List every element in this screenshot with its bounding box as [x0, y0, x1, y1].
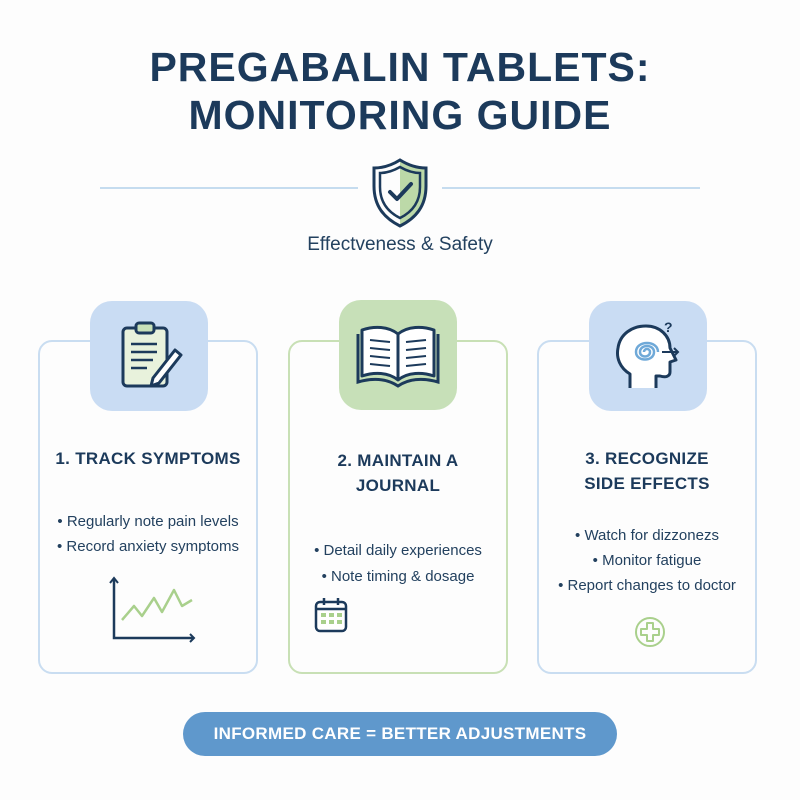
- card-2-bullet-1: • Detail daily experiences: [314, 542, 482, 559]
- card-2-bullet-2: • Note timing & dosage: [321, 568, 475, 585]
- card-3-heading-line-2: SIDE EFFECTS: [584, 474, 710, 493]
- card-3-bullet-3: • Report changes to doctor: [558, 577, 736, 594]
- clipboard-pencil-icon: [121, 321, 183, 388]
- card-2-heading-line-1: 2. MAINTAIN A: [337, 451, 459, 470]
- summary-banner: INFORMED CARE = BETTER ADJUSTMENTS: [183, 712, 617, 756]
- shield-check-icon: [372, 158, 428, 228]
- card-1-bullet-2: • Record anxiety symptoms: [57, 538, 239, 555]
- medical-cross-icon: [635, 617, 665, 647]
- card-2-icon-tile: [339, 300, 457, 410]
- divider-left: [100, 187, 358, 189]
- title-line-2: MONITORING GUIDE: [188, 92, 612, 138]
- divider-right: [442, 187, 700, 189]
- card-3-bullet-1: • Watch for dizzonezs: [575, 527, 719, 544]
- card-3-bullet-2: • Monitor fatigue: [592, 552, 702, 569]
- card-2-heading-line-2: JOURNAL: [355, 476, 441, 495]
- card-3-icon-tile: ?: [589, 301, 707, 411]
- card-1-bullet-1: • Regularly note pain levels: [57, 513, 239, 530]
- open-book-icon: [356, 325, 440, 388]
- head-dizzy-icon: ?: [616, 319, 680, 388]
- subtitle: Effectveness & Safety: [307, 234, 493, 255]
- calendar-icon: [314, 598, 348, 633]
- card-3-heading-line-1: 3. RECOGNIZE: [585, 449, 709, 468]
- card-1-icon-tile: [90, 301, 208, 411]
- line-chart-icon: [109, 576, 196, 643]
- svg-text:?: ?: [664, 319, 673, 335]
- card-1-heading: 1. TRACK SYMPTOMS: [55, 449, 241, 468]
- title-line-1: PREGABALIN TABLETS:: [149, 44, 651, 90]
